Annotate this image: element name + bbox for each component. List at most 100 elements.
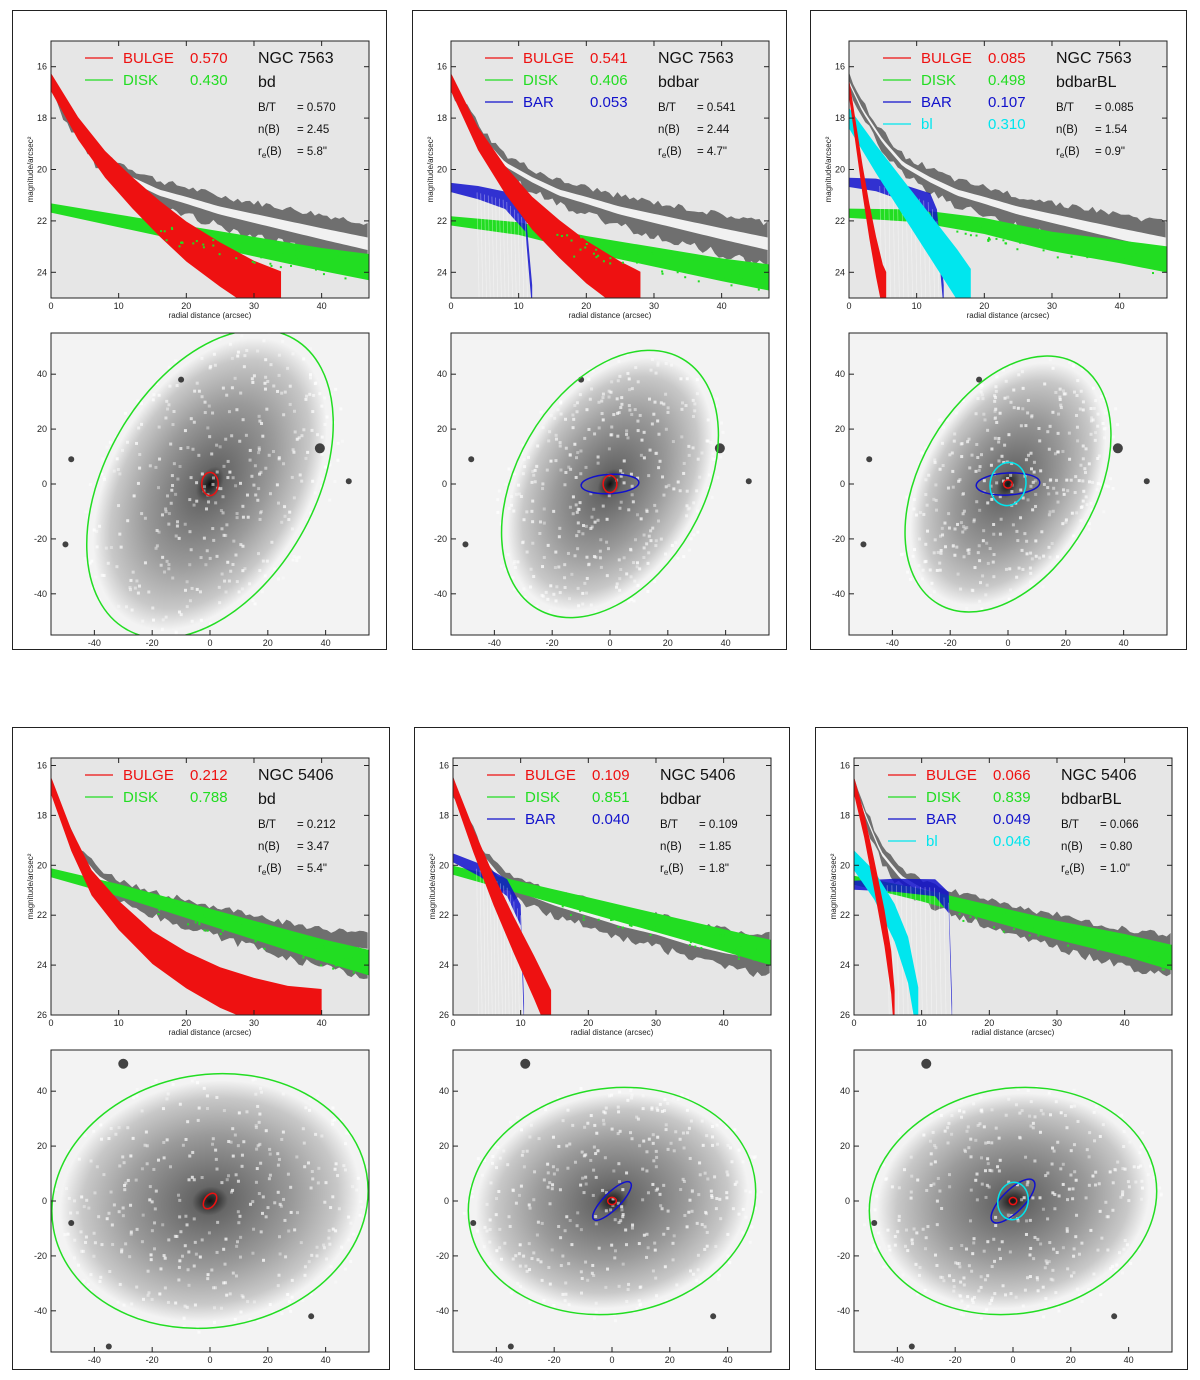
legend-label: BAR — [921, 94, 952, 111]
y-tick-label: 20 — [835, 165, 845, 175]
bar-profile — [854, 878, 953, 1015]
image-y-tick: 40 — [439, 1086, 449, 1096]
x-axis-label: radial distance (arcsec) — [967, 311, 1050, 320]
image-y-tick: 20 — [835, 424, 845, 434]
image-y-tick: 0 — [845, 1196, 850, 1206]
galaxy-light — [876, 1093, 1150, 1309]
stat-n-label: n(B) — [658, 124, 680, 136]
stat-re-value: = 0.9" — [1095, 146, 1125, 158]
profile-plot: 0 10 20 30 40 16 18 20 22 24 radial distance (arcs… — [426, 40, 770, 320]
model-name: bdbar — [658, 74, 700, 91]
stat-re-label: re(B) — [258, 863, 282, 877]
y-axis-label: magnitude/arcsec² — [428, 853, 437, 919]
stat-bt-value: = 0.109 — [699, 819, 738, 831]
stat-n-label: n(B) — [258, 124, 280, 136]
y-tick-label: 16 — [840, 760, 850, 770]
stat-bt-value: = 0.085 — [1095, 102, 1134, 114]
x-tick-label: 30 — [249, 301, 259, 311]
image-x-tick: 0 — [207, 638, 212, 648]
image-x-tick: -40 — [88, 638, 101, 648]
galaxy-light — [910, 362, 1106, 606]
legend-value: 0.851 — [592, 789, 630, 806]
bulge-profile — [854, 776, 895, 1015]
figure: 0 10 20 30 40 16 18 20 22 24 radial distance (arcs… — [824, 40, 1168, 648]
bulge-profile — [51, 776, 322, 1015]
figure: 0 10 20 30 40 16 18 20 22 24 radial distance (arcs… — [26, 40, 370, 648]
y-axis-label: magnitude/arcsec² — [824, 136, 833, 202]
image-x-tick: -40 — [88, 1355, 101, 1365]
star — [1143, 478, 1150, 485]
image-x-tick: -20 — [548, 1355, 561, 1365]
legend-label: DISK — [123, 789, 158, 806]
x-tick-label: 0 — [48, 301, 53, 311]
image-x-tick: -20 — [949, 1355, 962, 1365]
data-profile-core — [849, 80, 1166, 251]
x-axis-label: radial distance (arcsec) — [169, 311, 252, 320]
image-y-tick: 40 — [37, 369, 47, 379]
model-name: bd — [258, 791, 276, 808]
stat-bt-value: = 0.212 — [297, 819, 336, 831]
y-tick-label: 18 — [840, 810, 850, 820]
x-tick-label: 40 — [1115, 301, 1125, 311]
x-tick-label: 40 — [717, 301, 727, 311]
data-profile-core — [451, 80, 768, 251]
image-y-tick: 0 — [444, 1196, 449, 1206]
star — [1111, 1313, 1118, 1320]
star — [470, 1219, 477, 1226]
figure: 0 10 20 30 40 16 18 20 22 24 26 radial distance (ar… — [829, 757, 1173, 1365]
image-y-tick: -20 — [832, 534, 845, 544]
bar-profile — [451, 182, 533, 298]
image-x-tick: -20 — [146, 638, 159, 648]
bar-ellipse — [591, 1180, 633, 1222]
y-tick-label: 16 — [439, 760, 449, 770]
bulge-ellipse — [202, 1192, 218, 1210]
disk-profile — [51, 868, 369, 976]
plot-area — [51, 73, 369, 298]
stat-re-label: re(B) — [258, 146, 282, 160]
image-y-tick: -40 — [832, 589, 845, 599]
y-tick-label: 18 — [439, 810, 449, 820]
y-tick-label: 26 — [37, 1010, 47, 1020]
bulge-profile — [451, 73, 641, 298]
image-y-tick: 20 — [37, 424, 47, 434]
star — [866, 456, 873, 463]
figure: 0 10 20 30 40 16 18 20 22 24 26 radial distance (ar… — [26, 757, 370, 1365]
x-tick-label: 40 — [719, 1018, 729, 1028]
stat-bt-value: = 0.541 — [697, 102, 736, 114]
image-y-tick: 40 — [437, 369, 447, 379]
galaxy-name: NGC 7563 — [258, 50, 334, 67]
x-tick-label: 0 — [48, 1018, 53, 1028]
legend-value: 0.498 — [988, 72, 1026, 89]
galaxy-image: -40 -40 -20 -20 0 0 20 20 40 40 — [34, 332, 370, 648]
x-tick-label: 10 — [514, 301, 524, 311]
panel-ngc7563-bd: 0 10 20 30 40 16 18 20 22 24 radial distance (arcs… — [12, 10, 387, 650]
x-axis-label: radial distance (arcsec) — [972, 1028, 1055, 1037]
stat-n-value: = 2.45 — [297, 124, 329, 136]
image-x-tick: 0 — [607, 638, 612, 648]
x-tick-label: 10 — [114, 1018, 124, 1028]
x-axis-label: radial distance (arcsec) — [571, 1028, 654, 1037]
stat-bt-label: B/T — [658, 102, 676, 114]
bl-profile — [849, 107, 971, 298]
galaxy-name: NGC 5406 — [258, 767, 334, 784]
x-tick-label: 40 — [317, 301, 327, 311]
image-x-tick: -20 — [944, 638, 957, 648]
legend-label: DISK — [123, 72, 158, 89]
stat-n-value: = 1.54 — [1095, 124, 1128, 136]
y-tick-label: 22 — [835, 216, 845, 226]
y-tick-label: 24 — [37, 960, 47, 970]
legend-value: 0.109 — [592, 767, 630, 784]
stat-bt-value: = 0.570 — [297, 102, 336, 114]
image-y-tick: 20 — [840, 1141, 850, 1151]
image-x-tick: 20 — [263, 1355, 273, 1365]
image-y-tick: -20 — [434, 534, 447, 544]
star — [507, 1343, 514, 1350]
image-y-tick: 20 — [437, 424, 447, 434]
x-tick-label: 0 — [851, 1018, 856, 1028]
star — [462, 541, 469, 548]
panel-ngc5406-bdbarbl: 0 10 20 30 40 16 18 20 22 24 26 radial distance (ar… — [815, 727, 1188, 1370]
bulge-ellipse — [201, 471, 219, 497]
y-tick-label: 16 — [835, 62, 845, 72]
panel-ngc7563-bdbar: 0 10 20 30 40 16 18 20 22 24 radial distance (arcs… — [412, 10, 787, 650]
disk-profile — [451, 216, 769, 291]
